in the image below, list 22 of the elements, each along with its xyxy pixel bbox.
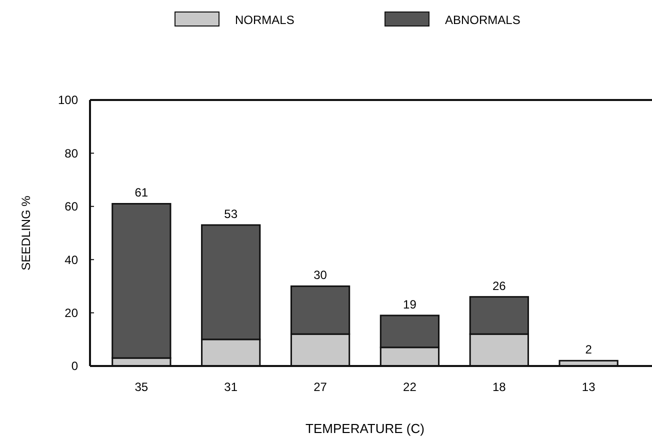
total-label: 61	[134, 186, 148, 200]
y-tick-label: 80	[64, 146, 78, 160]
total-label: 19	[403, 297, 417, 312]
total-label: 26	[492, 278, 506, 293]
x-tick-label: 27	[314, 380, 328, 394]
x-axis-title: TEMPERATURE (C)	[306, 421, 424, 436]
total-label: 53	[224, 207, 238, 222]
y-tick-label: 60	[64, 200, 78, 214]
y-tick-label: 100	[58, 93, 78, 108]
legend-label: ABNORMALS	[445, 13, 520, 28]
x-tick-label: 35	[134, 380, 148, 394]
x-tick-label: 18	[492, 380, 506, 394]
x-tick-label: 22	[403, 380, 417, 394]
legend-label: NORMALS	[235, 13, 294, 28]
y-tick-label: 0	[71, 359, 78, 374]
y-tick-label: 40	[64, 252, 78, 267]
y-tick-label: 20	[64, 306, 78, 320]
x-tick-label: 13	[582, 380, 596, 394]
y-axis-title: SEEDLING %	[19, 195, 33, 270]
total-label: 2	[585, 342, 592, 357]
total-label: 30	[314, 268, 328, 282]
x-tick-label: 31	[224, 380, 238, 394]
